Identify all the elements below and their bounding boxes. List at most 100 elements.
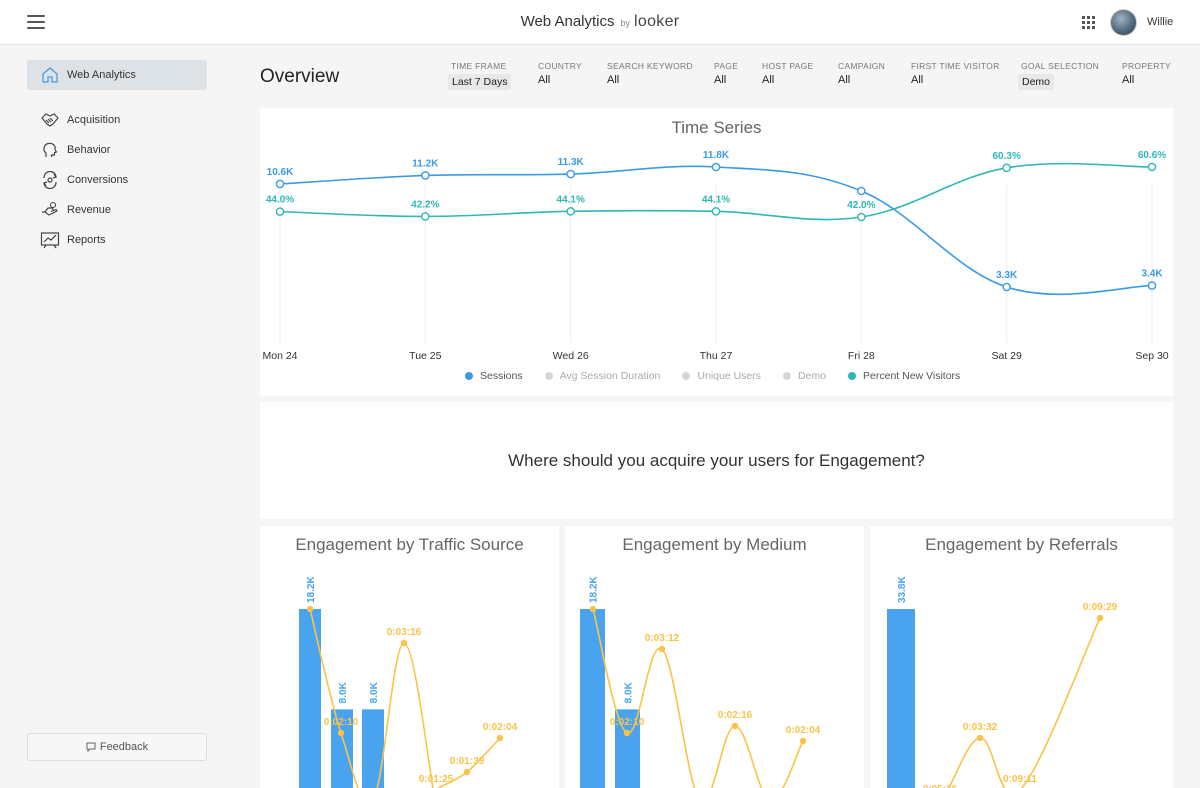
x-tick-label: Tue 25 — [409, 350, 441, 362]
filter-search-keyword[interactable]: SEARCH KEYWORD All — [607, 61, 693, 86]
time-series-title: Time Series — [671, 118, 762, 137]
legend-label: Unique Users — [697, 370, 762, 382]
percent-new-visitors-data-label: 44.1% — [702, 194, 730, 205]
engagement-traffic-source-title: Engagement by Traffic Source — [295, 535, 524, 554]
duration-point[interactable] — [496, 734, 504, 742]
home-icon — [40, 65, 60, 85]
sessions-point[interactable] — [421, 171, 430, 180]
filter-goal-selection[interactable]: GOAL SELECTION Demo — [1018, 61, 1100, 90]
engagement-bar[interactable] — [887, 609, 915, 788]
sidebar-item-label: Conversions — [67, 174, 129, 186]
sidebar-item-acquisition[interactable]: Acquisition — [27, 105, 207, 135]
duration-point[interactable] — [306, 605, 314, 613]
filter-value[interactable]: All — [762, 74, 775, 86]
app-title-text: Web Analytics — [520, 13, 615, 30]
percent-new-visitors-point[interactable] — [1147, 162, 1157, 172]
filter-first-time-visitor[interactable]: FIRST TIME VISITOR All — [911, 61, 1000, 86]
filter-value[interactable]: All — [1122, 74, 1135, 86]
menu-icon[interactable] — [27, 15, 45, 29]
sidebar-item-conversions[interactable]: Conversions — [27, 165, 207, 195]
duration-point[interactable] — [799, 737, 807, 745]
duration-data-label: 0:03:12 — [645, 633, 680, 644]
duration-point[interactable] — [1096, 614, 1104, 622]
percent-new-visitors-point[interactable] — [275, 207, 285, 216]
legend-sessions[interactable]: Sessions — [465, 369, 523, 383]
duration-point[interactable] — [658, 645, 666, 653]
sessions-data-label: 3.3K — [996, 270, 1018, 281]
percent-new-visitors-point[interactable] — [857, 212, 866, 222]
percent-new-visitors-data-label: 44.0% — [266, 195, 294, 206]
legend-avg-session-duration[interactable]: Avg Session Duration — [544, 369, 661, 383]
legend-dot — [848, 372, 857, 380]
percent-new-visitors-point[interactable] — [1002, 163, 1011, 173]
sidebar-item-revenue[interactable]: Revenue — [27, 195, 207, 225]
filter-value[interactable]: All — [838, 74, 851, 86]
percent-new-visitors-point[interactable] — [566, 207, 575, 216]
filter-host-page[interactable]: HOST PAGE All — [762, 61, 814, 86]
apps-grid-icon[interactable] — [1082, 16, 1095, 29]
legend-unique-users[interactable]: Unique Users — [682, 369, 761, 383]
filter-value[interactable]: All — [538, 74, 551, 86]
avatar[interactable] — [1110, 9, 1137, 36]
filter-page[interactable]: PAGE All — [714, 61, 738, 86]
duration-data-label: 0:01:39 — [450, 756, 485, 767]
sessions-point[interactable] — [1002, 282, 1011, 292]
filter-value[interactable]: Last 7 Days — [448, 74, 512, 90]
filter-label: SEARCH KEYWORD — [607, 61, 693, 71]
filter-value[interactable]: All — [607, 74, 620, 86]
duration-data-label: 0:03:16 — [387, 627, 422, 638]
filter-label: TIME FRAME — [451, 61, 507, 71]
sessions-data-label: 11.8K — [703, 150, 730, 161]
duration-point[interactable] — [463, 768, 471, 776]
engagement-bar[interactable] — [299, 609, 321, 788]
sessions-point[interactable] — [857, 186, 866, 196]
legend-label: Sessions — [480, 370, 523, 382]
duration-point[interactable] — [337, 729, 345, 737]
sidebar-item-behavior[interactable]: Behavior — [27, 135, 207, 165]
duration-point[interactable] — [731, 722, 739, 730]
sidebar-item-web-analytics[interactable]: Web Analytics — [27, 60, 207, 90]
time-series-legend: Sessions Avg Session Duration Unique Use… — [465, 369, 982, 383]
duration-line — [947, 617, 1101, 788]
duration-point[interactable] — [400, 639, 408, 647]
filter-value[interactable]: All — [911, 74, 924, 86]
filter-property[interactable]: PROPERTY All — [1122, 61, 1171, 86]
percent-new-visitors-point[interactable] — [421, 212, 430, 221]
filter-label: GOAL SELECTION — [1021, 61, 1100, 71]
revenue-icon — [40, 200, 60, 220]
legend-label: Demo — [798, 370, 827, 382]
sessions-point[interactable] — [1147, 281, 1157, 290]
percent-new-visitors-point[interactable] — [711, 207, 721, 216]
feedback-button[interactable]: Feedback — [27, 733, 207, 761]
duration-data-label: 0:09:29 — [1083, 602, 1118, 613]
legend-percent-new-visitors[interactable]: Percent New Visitors — [848, 369, 960, 383]
duration-data-label: 0:09:11 — [1003, 774, 1037, 785]
sessions-point[interactable] — [566, 169, 575, 179]
user-name[interactable]: Willie — [1147, 16, 1174, 28]
looker-logo: looker — [634, 13, 680, 30]
filter-time-frame[interactable]: TIME FRAME Last 7 Days — [448, 61, 512, 90]
engagement-medium-panel: Engagement by Medium — [565, 526, 864, 788]
filter-value[interactable]: All — [714, 74, 727, 86]
top-bar: Web Analytics by looker Willie — [0, 0, 1200, 45]
engagement-bar[interactable] — [331, 709, 353, 788]
comment-icon — [86, 742, 96, 752]
filter-campaign[interactable]: CAMPAIGN All — [838, 61, 885, 86]
duration-point[interactable] — [589, 605, 597, 613]
sessions-point[interactable] — [275, 179, 285, 189]
sidebar-item-reports[interactable]: Reports — [27, 225, 207, 255]
duration-data-label: 0:02:04 — [483, 722, 518, 733]
legend-label: Avg Session Duration — [559, 370, 661, 382]
engagement-bar[interactable] — [580, 609, 605, 788]
engagement-question: Where should you acquire your users for … — [508, 451, 925, 470]
legend-demo[interactable]: Demo — [783, 369, 826, 383]
duration-data-label: 0:03:32 — [963, 722, 998, 733]
filter-country[interactable]: COUNTRY All — [538, 61, 582, 86]
sessions-point[interactable] — [711, 162, 721, 172]
engagement-bar[interactable] — [362, 709, 384, 788]
duration-point[interactable] — [976, 734, 984, 742]
legend-dot — [544, 372, 553, 380]
sessions-data-label: 10.6K — [267, 167, 294, 178]
duration-point[interactable] — [623, 729, 631, 737]
filter-value[interactable]: Demo — [1018, 74, 1055, 90]
